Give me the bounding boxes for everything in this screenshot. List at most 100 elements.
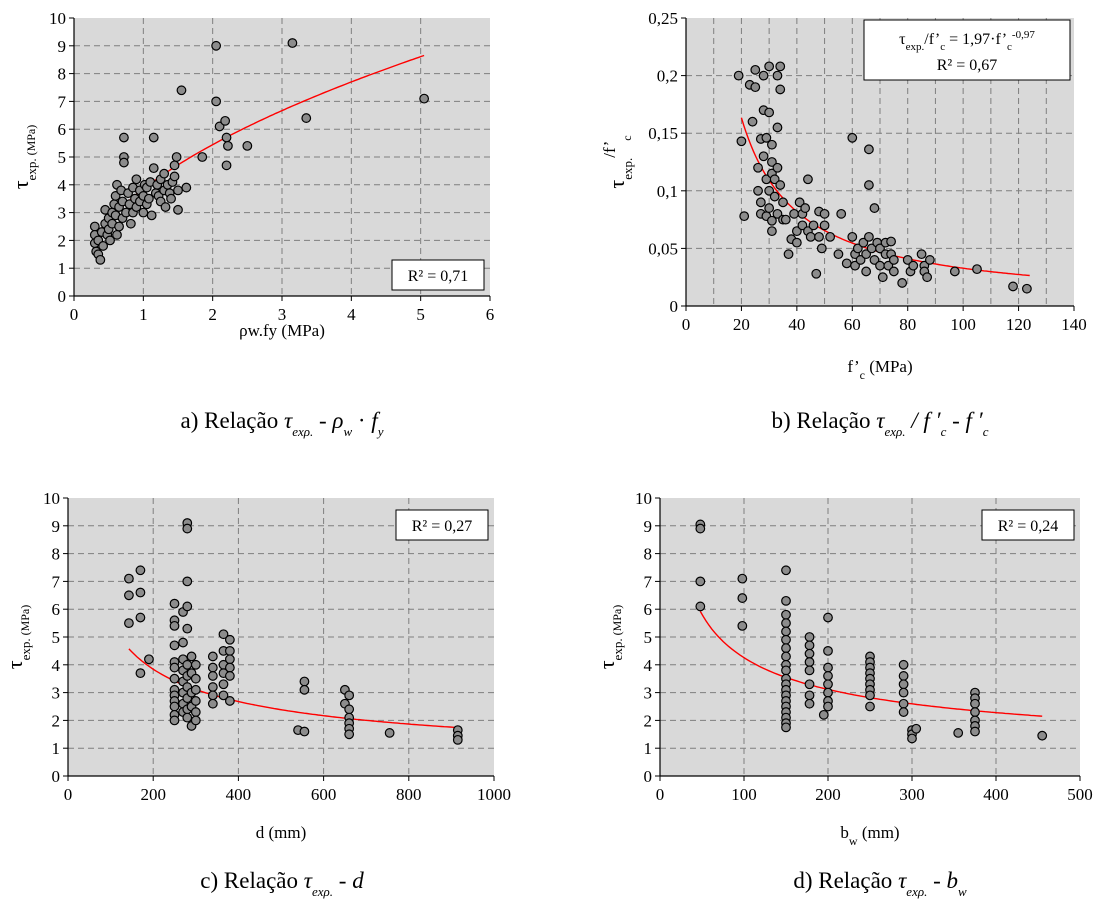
data-point [169, 160, 180, 171]
data-point [146, 210, 157, 221]
data-point [869, 203, 880, 213]
data-point [159, 168, 170, 179]
data-point [819, 208, 830, 219]
data-point [897, 278, 908, 288]
data-point [864, 231, 874, 242]
data-point [221, 160, 232, 171]
data-point [733, 70, 744, 81]
data-point [98, 241, 109, 251]
data-point [197, 152, 208, 162]
data-point [753, 162, 763, 173]
data-point [767, 226, 777, 237]
data-point [949, 266, 960, 277]
data-point [182, 659, 193, 670]
y-tick-label: 10 [635, 489, 652, 508]
data-point [911, 723, 922, 734]
data-point [775, 61, 786, 72]
data-point [850, 260, 860, 271]
data-point [816, 243, 827, 254]
data-point [190, 707, 201, 717]
data-point [169, 662, 180, 673]
y-tick-label: 0,05 [648, 239, 678, 258]
equation-text: τexp./f’c = 1,97·f’c-0,97 [899, 29, 1035, 53]
x-tick-label: 3 [278, 305, 287, 324]
data-point [190, 659, 201, 670]
data-point [750, 64, 761, 75]
data-point [764, 203, 775, 213]
data-point [135, 565, 146, 576]
x-tick-label: 2 [208, 305, 217, 324]
data-point [224, 654, 235, 665]
data-point [344, 729, 355, 740]
data-point [169, 620, 180, 631]
data-point [811, 268, 822, 279]
x-tick-label: 5 [416, 305, 425, 324]
y-tick-label: 10 [49, 9, 66, 28]
data-point [804, 640, 815, 651]
data-point [181, 182, 192, 193]
data-point [135, 612, 146, 623]
y-tick-label: 3 [644, 684, 653, 703]
y-tick-label: 6 [52, 600, 61, 619]
data-point [794, 197, 805, 208]
data-point [791, 226, 802, 237]
data-point [758, 70, 769, 81]
data-point [781, 722, 791, 733]
data-point [124, 618, 134, 628]
data-point [736, 136, 747, 147]
data-point [797, 220, 808, 231]
data-point [223, 140, 233, 151]
data-point [804, 648, 815, 659]
data-point [695, 576, 706, 587]
data-point [171, 152, 182, 162]
data-point [823, 687, 833, 698]
data-point [808, 220, 819, 231]
chart-a: 0 1 2 3 4 5 6 7 8 9 10 0 1 2 3 4 5 6 ρw.fy (MPa) τexp. (MPa… [8, 9, 494, 439]
data-point [178, 637, 188, 648]
y-tick-label: 0,1 [657, 182, 678, 201]
y-tick-label: 4 [58, 176, 67, 195]
y-tick-label: 6 [58, 120, 67, 139]
data-point [767, 139, 777, 150]
y-tick-label: 3 [58, 204, 67, 223]
data-point [758, 151, 769, 162]
data-point [883, 260, 894, 271]
data-point [823, 679, 833, 690]
data-point [299, 684, 310, 695]
y-tick-label: 7 [52, 572, 61, 591]
y-tick-label: 8 [52, 545, 61, 564]
x-tick-label: 600 [311, 785, 337, 804]
data-point [898, 687, 909, 698]
data-point [739, 211, 750, 222]
data-point [138, 207, 149, 218]
y-tick-label: 5 [52, 628, 61, 647]
data-point [898, 707, 909, 717]
x-tick-label: 0 [64, 785, 73, 804]
data-point [781, 618, 791, 628]
data-point [781, 665, 791, 676]
r-squared-text: R² = 0,67 [937, 57, 998, 74]
data-point [823, 612, 833, 623]
data-point [778, 197, 788, 208]
x-tick-label: 200 [815, 785, 841, 804]
data-point [218, 690, 229, 701]
y-tick-label: 0 [52, 767, 61, 786]
data-point [737, 573, 748, 584]
x-tick-label: 40 [788, 315, 805, 334]
data-point [804, 679, 815, 690]
chart-b: 0 0,05 0,1 0,15 0,2 0,25 0 20 40 60 80 100 120 140 f’c… [600, 9, 1087, 439]
data-point [750, 82, 761, 93]
data-point [242, 140, 253, 151]
x-tick-label: 6 [486, 305, 495, 324]
data-point [224, 696, 235, 706]
data-point [344, 690, 355, 701]
r-squared-text: R² = 0,24 [998, 518, 1059, 535]
data-point [190, 673, 201, 684]
data-point [898, 659, 909, 670]
data-point [836, 208, 847, 219]
data-point [823, 701, 833, 712]
data-point [767, 157, 777, 167]
x-tick-label: 0 [656, 785, 665, 804]
data-point [112, 229, 122, 240]
data-point [124, 573, 134, 584]
